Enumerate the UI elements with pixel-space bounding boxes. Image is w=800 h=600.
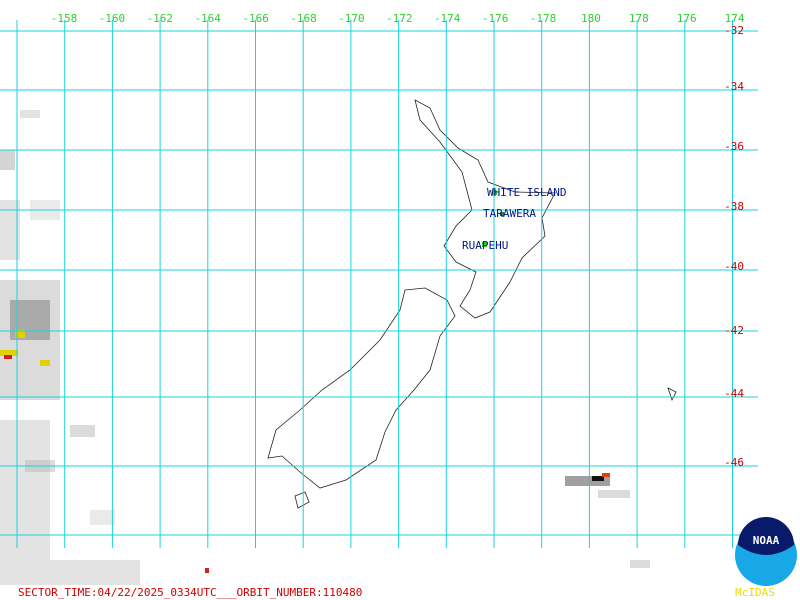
longitude-label: -174 xyxy=(434,12,461,25)
longitude-label: -178 xyxy=(530,12,557,25)
logo: NOAA McIDAS xyxy=(735,517,797,599)
volcano-label: RUAPEHU xyxy=(462,239,508,252)
longitude-label: -168 xyxy=(290,12,317,25)
longitude-label: 174 xyxy=(725,12,745,25)
longitude-label: -158 xyxy=(51,12,78,25)
latitude-label: -42 xyxy=(724,324,744,337)
logo-text: NOAA xyxy=(753,534,780,547)
longitude-label: 176 xyxy=(677,12,697,25)
longitude-label: 180 xyxy=(581,12,601,25)
longitude-label: -166 xyxy=(242,12,269,25)
latitude-label: -40 xyxy=(724,260,744,273)
latitude-label: -32 xyxy=(724,24,744,37)
longitude-label: -172 xyxy=(386,12,413,25)
latitude-label: -36 xyxy=(724,140,744,153)
cloud-highlights xyxy=(0,330,610,573)
longitude-label: -164 xyxy=(194,12,221,25)
volcano-label: TARAWERA xyxy=(483,207,536,220)
longitude-label: 178 xyxy=(629,12,649,25)
latitude-label: -46 xyxy=(724,456,744,469)
longitude-label: -162 xyxy=(147,12,174,25)
volcano-label: WHITE ISLAND xyxy=(487,186,566,199)
logo-top xyxy=(738,517,794,555)
latitude-label: -44 xyxy=(724,387,744,400)
latitude-label: -38 xyxy=(724,200,744,213)
latitude-label: -34 xyxy=(724,80,744,93)
footer: SECTOR_TIME:04/22/2025_0334UTC___ORBIT_N… xyxy=(18,586,362,599)
longitude-label: -160 xyxy=(99,12,126,25)
longitude-label: -170 xyxy=(338,12,365,25)
logo-caption: McIDAS xyxy=(735,586,775,599)
longitude-label: -176 xyxy=(482,12,509,25)
graticule xyxy=(0,20,758,548)
volcano-markers xyxy=(482,190,504,247)
